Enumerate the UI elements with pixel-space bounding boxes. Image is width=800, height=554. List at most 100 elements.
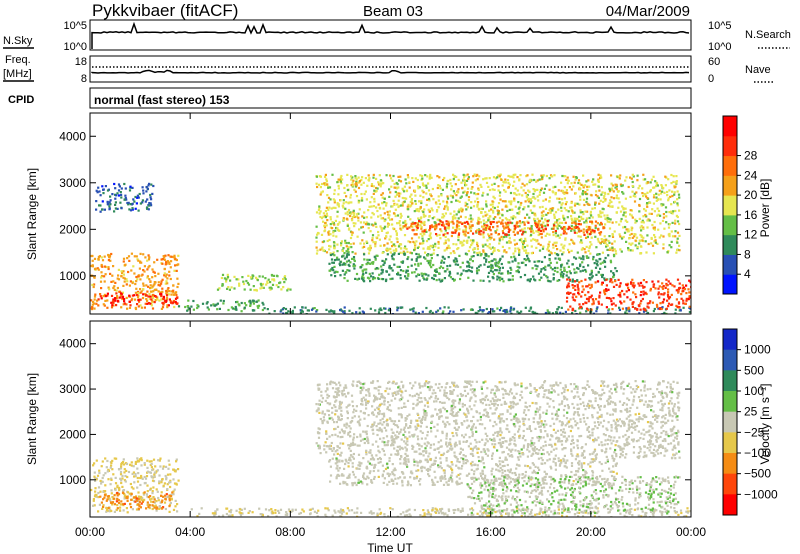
power-cell [333,223,336,226]
power-cell [538,249,542,252]
power-cell [657,293,660,296]
velocity-cell [129,482,132,486]
power-cell [377,203,380,206]
velocity-cell [160,494,163,497]
power-cell [519,174,522,177]
power-cell [367,227,370,230]
power-cell [434,221,437,224]
power-cell [466,241,469,244]
power-cell [644,178,647,181]
power-cell [443,226,447,229]
velocity-cell [137,491,140,494]
power-cell [370,184,373,187]
velocity-cell [122,491,125,495]
power-cell [321,240,324,244]
power-cell [368,177,371,180]
power-cell [492,195,495,198]
power-cell [574,288,577,291]
power-cell [389,251,392,254]
power-cell [489,229,492,232]
power-cell [381,271,384,274]
power-cell [503,227,506,230]
power-cell [615,194,618,197]
power-cell [186,309,189,312]
velocity-cell [357,453,361,456]
power-cell [128,284,131,287]
power-cell [430,257,433,260]
power-cell [443,227,447,230]
power-cell [514,216,517,219]
velocity-cell [157,496,160,500]
power-cell [340,244,343,247]
power-cell [534,188,537,192]
power-cell [112,286,115,289]
power-cell [485,205,488,208]
power-cell [653,194,656,197]
power-cell [680,293,683,296]
power-cell [668,223,671,226]
power-cell [422,239,425,242]
power-cell [572,298,575,301]
power-cell [260,284,263,287]
power-cell [463,190,466,193]
power-cell [372,176,375,179]
velocity-cell [173,469,176,473]
power-cell [487,217,490,220]
power-cell [544,224,547,227]
power-cell [511,260,514,263]
power-cell [475,193,478,196]
power-cell [497,233,501,236]
power-cell [511,278,514,281]
power-cell [436,209,439,212]
power-cell [472,255,475,258]
power-cell [388,266,391,269]
power-cell [395,248,398,251]
power-cell [123,300,126,303]
power-cell [444,205,447,208]
power-cell [403,247,406,250]
velocity-cell [112,473,115,476]
power-cell [558,197,561,200]
velocity-cell [125,507,128,510]
power-cell [106,294,109,297]
power-cell [139,261,142,264]
power-cell [517,262,520,265]
power-cell [230,286,233,289]
power-cell [169,300,173,303]
power-cell [651,301,654,304]
power-cell [582,258,585,261]
power-cell [588,203,591,206]
power-cell [553,216,556,219]
velocity-cell [169,485,172,489]
power-cell [401,187,404,190]
power-cell [526,254,529,257]
power-cell [547,280,550,283]
power-cell [455,194,458,197]
power-cell [543,273,546,276]
power-cell [266,308,269,311]
power-cell [354,277,357,280]
power-cell [164,275,167,278]
power-cell [418,186,421,189]
power-cell [357,186,361,190]
power-cell [394,214,397,218]
power-cell [572,308,575,311]
power-cell [132,265,135,268]
power-cell [416,178,419,182]
beam-title: Beam 03 [363,3,423,20]
power-cell [282,307,285,310]
velocity-cell [434,408,437,411]
power-cell [136,258,139,261]
power-cell [326,239,329,243]
power-cell [585,236,588,239]
velocity-cell [612,419,615,422]
power-cell [328,248,331,251]
power-cell [629,195,632,198]
power-cell [354,222,357,225]
power-cell [540,211,543,214]
power-cell [599,233,602,236]
power-cell [650,242,653,245]
power-cell [627,289,630,292]
power-cell [506,270,510,273]
power-cell [432,263,435,267]
